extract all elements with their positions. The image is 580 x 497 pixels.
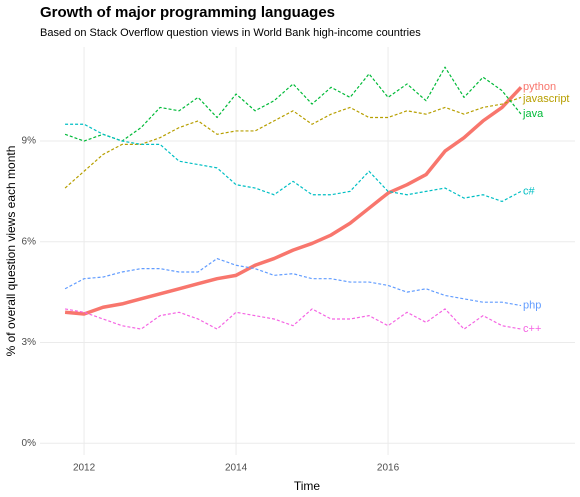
- legend-label: php: [523, 299, 541, 311]
- series-line: [65, 123, 522, 203]
- legend-label: c#: [523, 185, 536, 197]
- x-axis-label: Time: [294, 479, 321, 493]
- chart-title: Growth of major programming languages: [40, 4, 335, 21]
- legend-label: c++: [523, 323, 541, 335]
- x-tick-label: 2012: [73, 463, 96, 474]
- legend-label: java: [522, 108, 544, 120]
- legend-label: javascript: [522, 93, 569, 105]
- series-line: [64, 96, 522, 189]
- y-tick-label: 9%: [22, 136, 37, 147]
- series-line: [64, 86, 523, 316]
- x-tick-label: 2014: [225, 463, 248, 474]
- series-line: [64, 66, 522, 142]
- y-tick-label: 3%: [22, 337, 37, 348]
- y-tick-label: 0%: [22, 438, 37, 449]
- y-tick-label: 6%: [22, 236, 37, 247]
- chart-subtitle: Based on Stack Overflow question views i…: [40, 27, 421, 39]
- series-line: [64, 257, 522, 307]
- legend-label: python: [523, 81, 556, 93]
- series-line: [64, 308, 522, 330]
- x-tick-label: 2016: [377, 463, 400, 474]
- y-axis-label: % of overall question views each month: [4, 146, 18, 357]
